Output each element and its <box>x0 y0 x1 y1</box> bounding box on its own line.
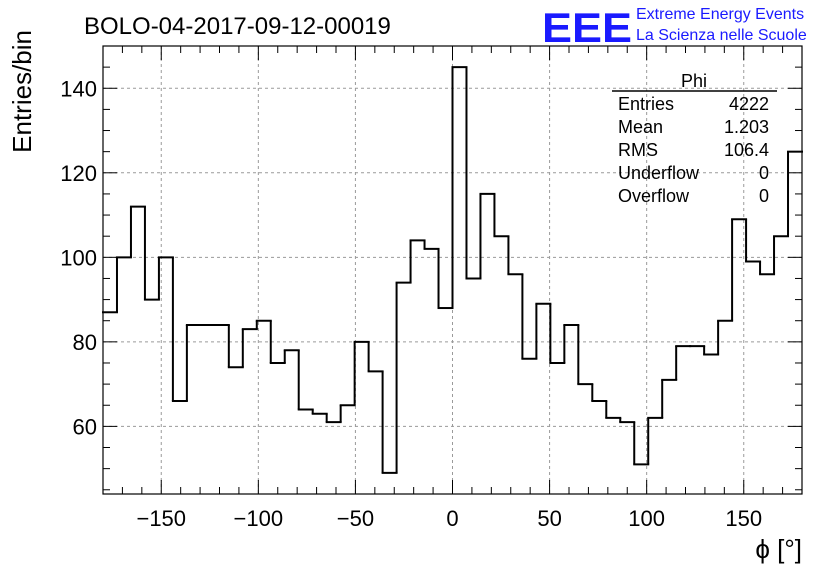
stats-row-value: 1.203 <box>724 117 769 137</box>
stats-box-title: Phi <box>681 71 707 91</box>
stats-row-label: Mean <box>618 117 663 137</box>
stats-row-value: 0 <box>759 163 769 183</box>
stats-box: Phi Entries 4222 Mean 1.203 RMS 106.4 Underflo… <box>612 71 777 206</box>
stats-row-value: 106.4 <box>724 140 769 160</box>
x-tick-label: 150 <box>725 506 762 531</box>
histogram-bars <box>102 66 803 474</box>
x-tick-label: 0 <box>446 506 458 531</box>
chart-title: BOLO-04-2017-09-12-00019 <box>84 13 391 40</box>
x-tick-label: −50 <box>337 506 374 531</box>
x-tick-label: −150 <box>136 506 186 531</box>
y-tick-label: 60 <box>73 414 97 439</box>
x-tick-label: −100 <box>234 506 284 531</box>
eee-logo: EEE Extreme Energy Events La Scienza nel… <box>542 4 807 51</box>
y-tick-label: 80 <box>73 330 97 355</box>
y-tick-label: 140 <box>60 76 97 101</box>
eee-logo-line2: La Scienza nelle Scuole <box>636 27 807 44</box>
stats-row-label: Underflow <box>618 163 700 183</box>
eee-logo-line1: Extreme Energy Events <box>636 6 804 23</box>
x-tick-label: 50 <box>537 506 561 531</box>
y-tick-label: 100 <box>60 245 97 270</box>
x-axis-label: ϕ [°] <box>755 534 802 564</box>
y-axis-label: Entries/bin <box>7 30 37 153</box>
y-tick-label: 120 <box>60 161 97 186</box>
stats-row-label: Entries <box>618 94 674 114</box>
stats-row-value: 0 <box>759 186 769 206</box>
axis-tick-labels: −150 −100 −50 0 50 100 150 60 80 100 120 140 <box>60 76 762 531</box>
stats-row-label: RMS <box>618 140 658 160</box>
stats-row-value: 4222 <box>729 94 769 114</box>
x-tick-label: 100 <box>628 506 665 531</box>
eee-logo-mark: EEE <box>542 4 632 51</box>
axis-ticks <box>103 45 802 494</box>
stats-row-label: Overflow <box>618 186 690 206</box>
grid-lines <box>103 46 802 494</box>
